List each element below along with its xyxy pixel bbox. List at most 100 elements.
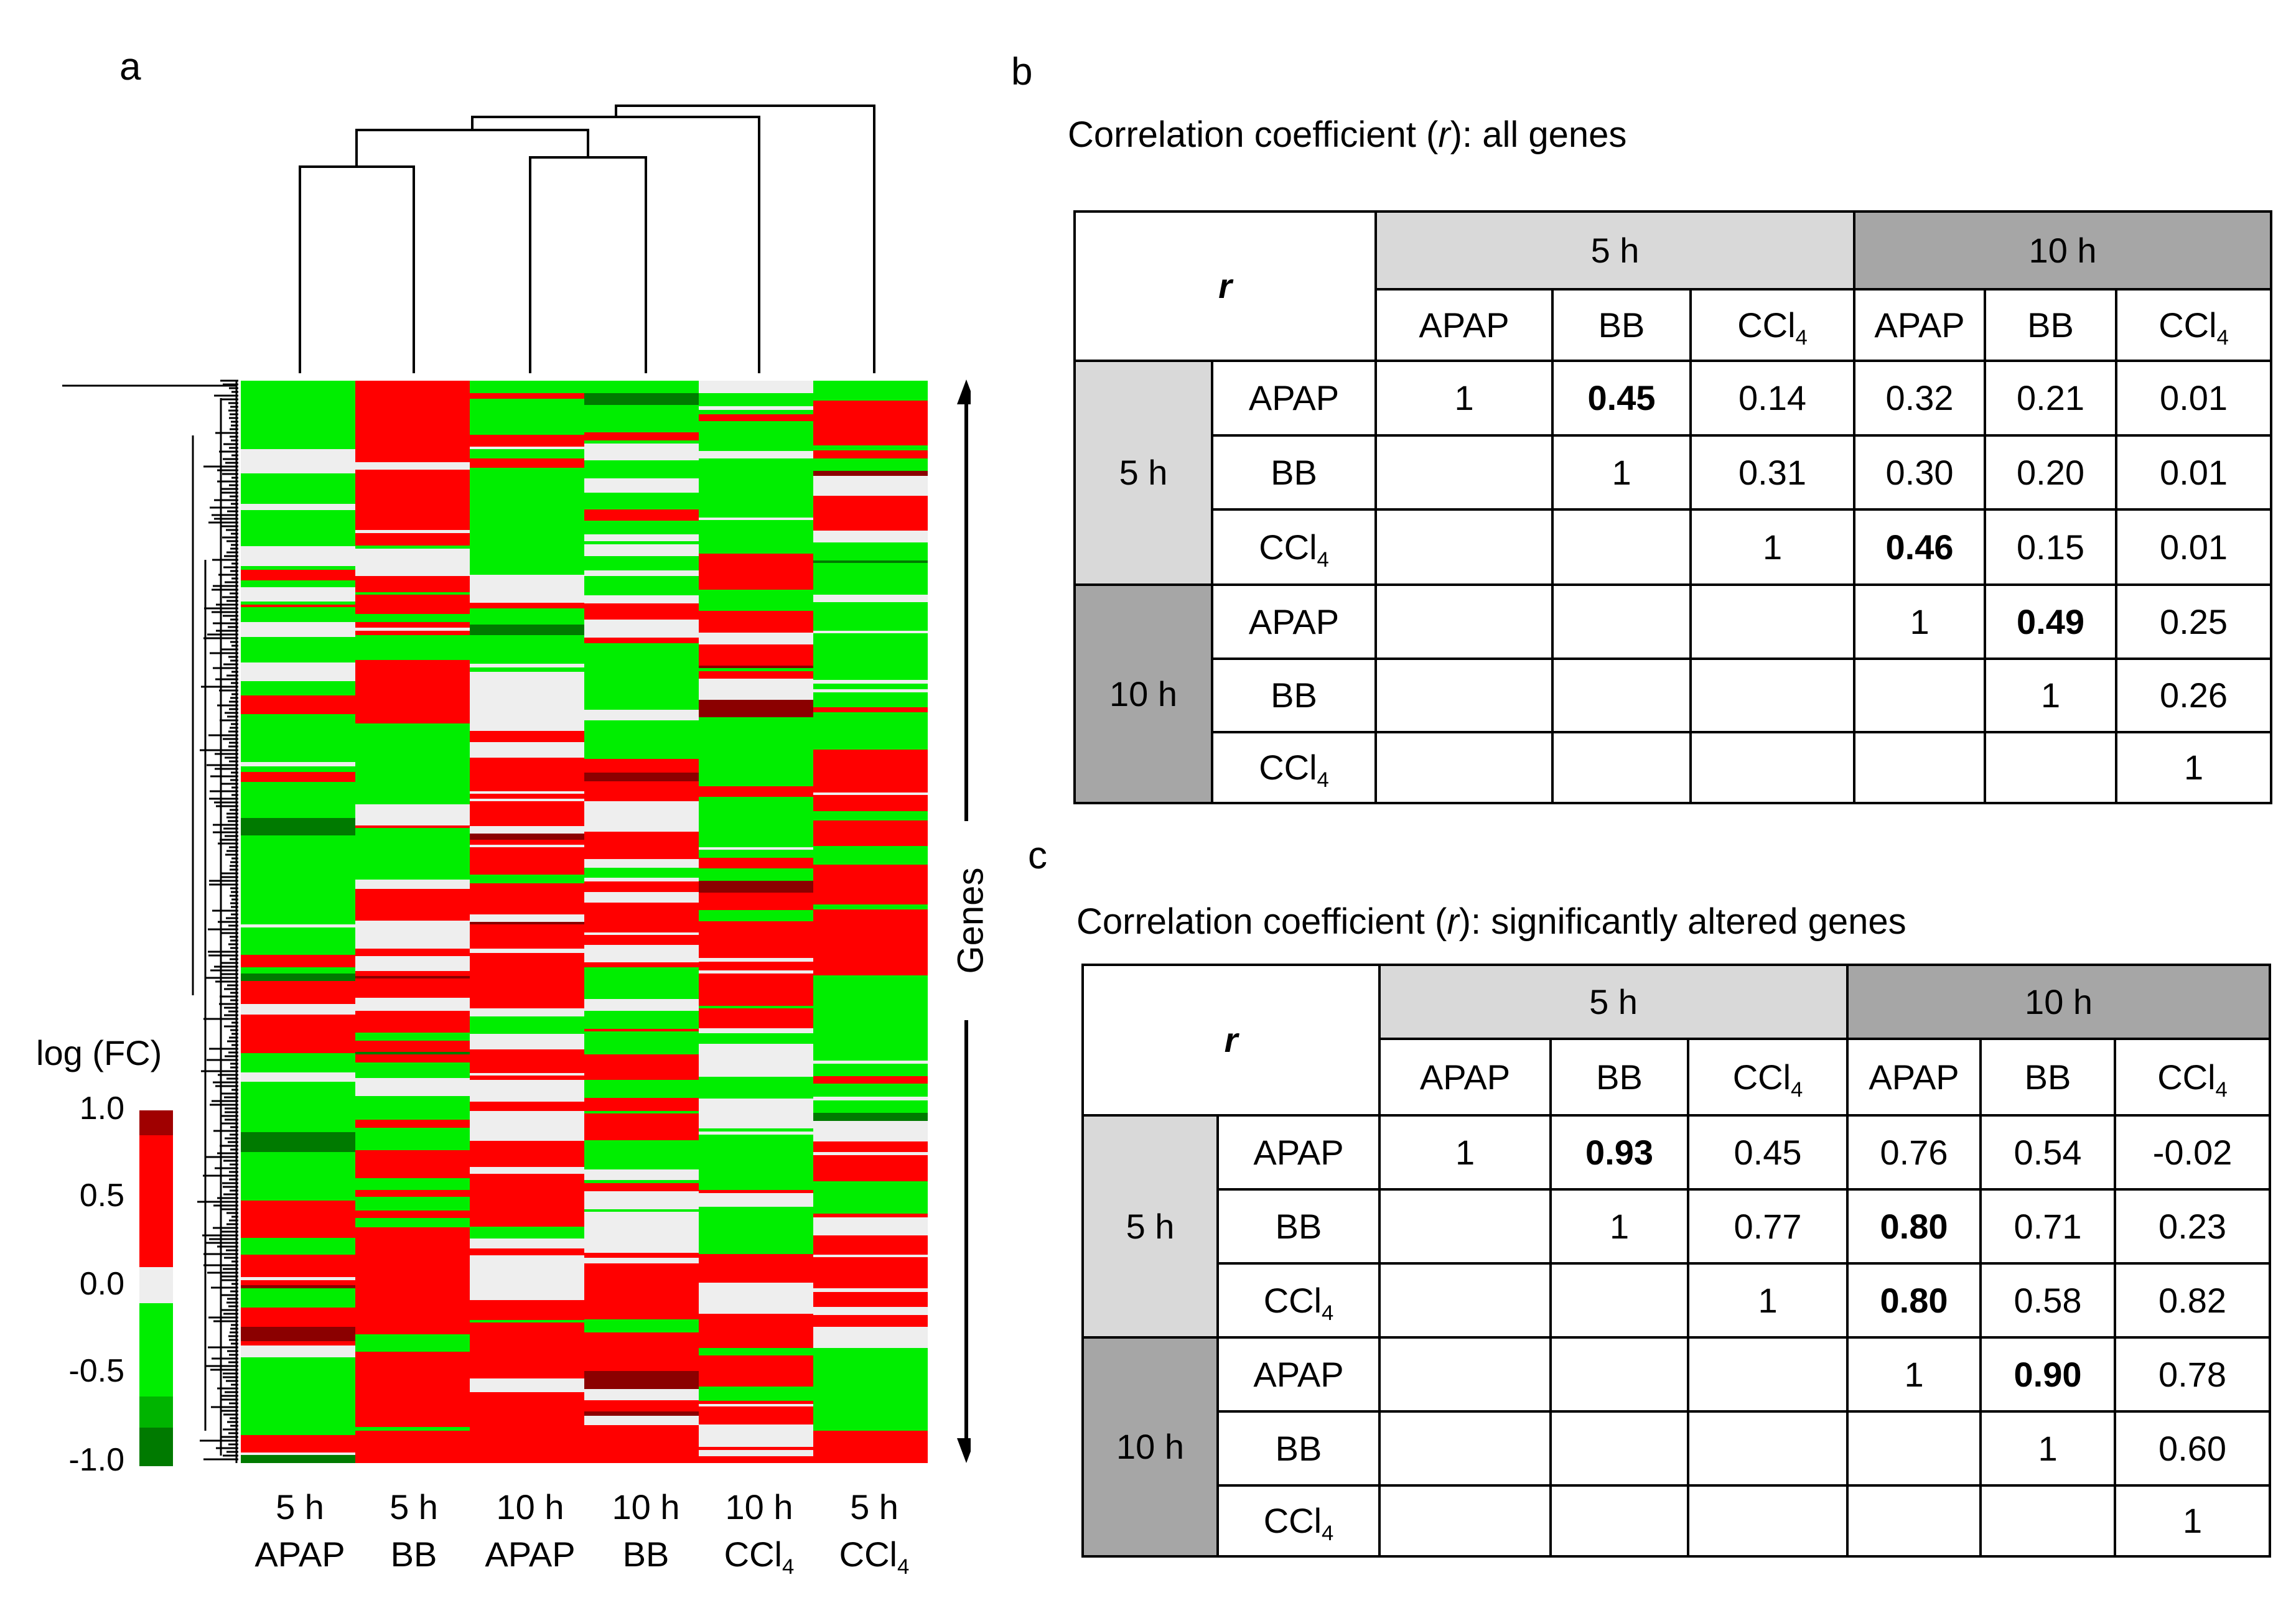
heatmap-cell	[470, 608, 584, 621]
heatmap-cell	[584, 1253, 699, 1258]
heatmap-cell	[470, 435, 584, 447]
heatmap-cell	[584, 1347, 699, 1371]
heatmap-cell	[584, 460, 699, 478]
heatmap-cell	[470, 908, 584, 914]
heatmap-cell	[470, 1424, 584, 1438]
heatmap-cell	[699, 868, 813, 881]
corr-cell: 0.80	[1846, 1188, 1982, 1265]
heatmap-cell	[584, 859, 699, 868]
corr-cell	[1378, 1262, 1552, 1339]
heatmap-cell	[699, 1084, 813, 1096]
heatmap-cell	[813, 846, 928, 865]
corner-r: r	[1081, 964, 1381, 1117]
heatmap-cell	[584, 720, 699, 724]
heatmap-cell	[813, 1307, 928, 1315]
gene-dendrogram	[62, 379, 238, 1463]
row-header-apap: APAP	[1216, 1336, 1381, 1413]
heatmap-cell	[355, 460, 470, 462]
heatmap-cell	[355, 858, 470, 880]
heatmap-cell	[241, 1452, 355, 1455]
heatmap-cell	[355, 660, 470, 662]
heatmap-cell	[699, 995, 813, 1000]
heatmap-cell	[699, 668, 813, 671]
corr-cell: 1	[1853, 583, 1987, 660]
heatmap-cell	[584, 724, 699, 733]
heatmap-cell	[813, 1152, 928, 1155]
heatmap-cell	[813, 662, 928, 670]
heatmap-cell	[355, 1300, 470, 1304]
heatmap-cell	[813, 610, 928, 627]
heatmap-cell	[584, 1180, 699, 1183]
heatmap-cell	[699, 386, 813, 393]
heatmap-cell	[470, 731, 584, 742]
heatmap-cell	[241, 612, 355, 622]
table-row: BB 1 0.31 0.30 0.20 0.01	[1075, 434, 2273, 511]
heatmap-cell	[813, 680, 928, 684]
heatmap-figure	[62, 105, 971, 1466]
heatmap-cell	[813, 1214, 928, 1217]
heatmap-cell	[584, 1416, 699, 1425]
heatmap-cell	[699, 951, 813, 958]
heatmap-cell	[813, 574, 928, 592]
heatmap-cell	[470, 1275, 584, 1300]
heatmap-cell	[355, 921, 470, 936]
heatmap-cell	[813, 1288, 928, 1292]
heatmap-cell	[355, 1041, 470, 1052]
heatmap-cell	[241, 835, 355, 838]
column-compound: APAP	[455, 1531, 605, 1578]
heatmap-cell	[584, 832, 699, 849]
column-compound: APAP	[225, 1531, 375, 1578]
heatmap-cell	[699, 1228, 813, 1235]
heatmap-cell	[470, 720, 584, 731]
heatmap-cell	[470, 1013, 584, 1016]
heatmap-cell	[470, 1049, 584, 1059]
title-text-end: ): significantly altered genes	[1458, 901, 1906, 942]
column-timepoint: 10 h	[496, 1487, 564, 1527]
heatmap-cell	[241, 908, 355, 918]
heatmap-cell	[355, 399, 470, 419]
heatmap-cell	[813, 820, 928, 839]
heatmap-cell	[470, 789, 584, 791]
heatmap-cell	[584, 1400, 699, 1405]
heatmap-cell	[241, 1184, 355, 1201]
heatmap-cell	[584, 432, 699, 440]
corr-cell: 1	[1979, 1410, 2117, 1487]
heatmap-cell	[584, 509, 699, 521]
heatmap-cell	[699, 778, 813, 786]
heatmap-cell	[241, 967, 355, 974]
heatmap-cell	[813, 692, 928, 705]
heatmap-cell	[241, 1383, 355, 1387]
heatmap-cell	[355, 1054, 470, 1062]
heatmap-cell	[241, 955, 355, 967]
heatmap-cell	[813, 560, 928, 563]
heatmap-cell	[813, 1155, 928, 1181]
col-header-bb: BB	[1979, 1038, 2117, 1117]
heatmap-cell	[241, 1072, 355, 1082]
corr-cell: 0.58	[1979, 1262, 2117, 1339]
heatmap-cell	[584, 1183, 699, 1191]
heatmap-cell	[241, 491, 355, 504]
heatmap-cell	[813, 684, 928, 689]
legend-tick-label: 0.0	[79, 1266, 124, 1302]
col-header-apap: APAP	[1374, 288, 1554, 362]
heatmap-cell	[355, 820, 470, 825]
heatmap-cell	[470, 862, 584, 875]
heatmap-cell	[241, 782, 355, 794]
header-5h: 5 h	[1374, 210, 1856, 290]
heatmap-cell	[699, 984, 813, 995]
corr-cell	[1689, 731, 1856, 804]
heatmap-cell	[584, 773, 699, 781]
heatmap-cell	[813, 496, 928, 513]
heatmap-cell	[470, 799, 584, 801]
heatmap-matrix	[241, 381, 928, 1463]
ccl-text: CCl	[2158, 305, 2217, 345]
heatmap-cell	[355, 899, 470, 921]
heatmap-cell	[699, 1359, 813, 1364]
heatmap-cell	[355, 1230, 470, 1245]
heatmap-cell	[813, 1074, 928, 1076]
heatmap-cell	[355, 998, 470, 1011]
heatmap-cell	[699, 1283, 813, 1290]
heatmap-cell	[584, 444, 699, 449]
heatmap-cell	[813, 627, 928, 631]
